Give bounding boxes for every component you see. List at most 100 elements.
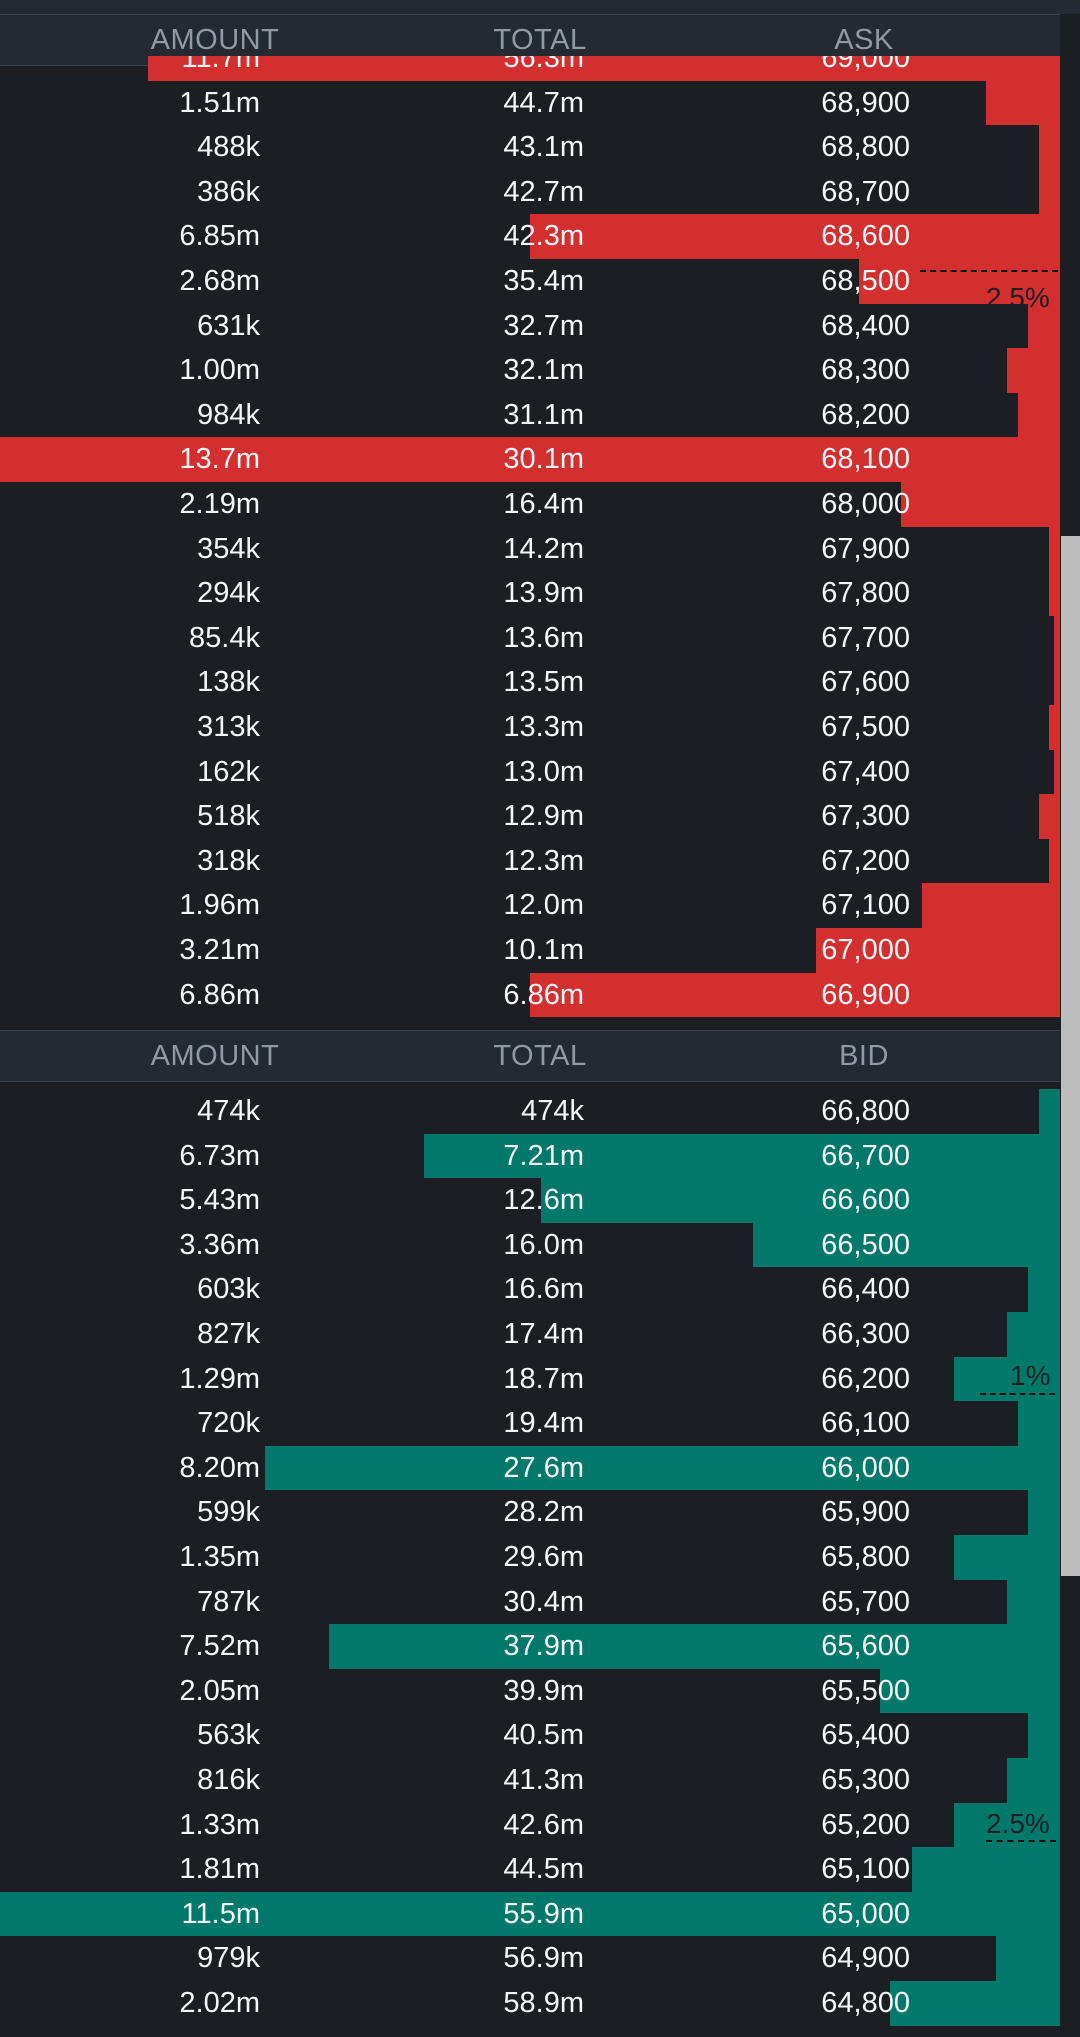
amount-cell: 8.20m — [179, 1451, 260, 1484]
bid-row[interactable]: 563k 40.5m 65,400 — [0, 1713, 1060, 1758]
ask-row[interactable]: 294k 13.9m 67,800 — [0, 571, 1060, 616]
ask-row[interactable]: 488k 43.1m 68,800 — [0, 125, 1060, 170]
ask-depth-bar — [148, 56, 1060, 81]
amount-cell: 386k — [197, 175, 260, 208]
price-cell: 67,200 — [821, 844, 910, 877]
bid-row[interactable]: 1.81m 44.5m 65,100 — [0, 1847, 1060, 1892]
total-cell: 13.9m — [503, 577, 584, 610]
bid-row[interactable]: 474k 474k 66,800 — [0, 1089, 1060, 1134]
bids-total-header: TOTAL — [493, 1040, 587, 1072]
total-cell: 42.3m — [503, 220, 584, 253]
ask-row[interactable]: 631k 32.7m 68,400 — [0, 303, 1060, 349]
amount-cell: 1.35m — [179, 1541, 260, 1573]
amount-cell: 1.00m — [179, 354, 260, 387]
bid-depth-bar — [265, 1445, 1060, 1491]
price-cell: 64,800 — [821, 1987, 910, 2019]
amount-cell: 6.86m — [179, 978, 260, 1011]
bid-row[interactable]: 5.43m 12.6m 66,600 — [0, 1178, 1060, 1223]
price-cell: 68,300 — [821, 354, 910, 387]
ask-depth-bar — [986, 80, 1060, 126]
ask-depth-bar — [901, 482, 1060, 527]
bid-row[interactable]: 827k 17.4m 66,300 — [0, 1312, 1060, 1357]
bid-row[interactable]: 6.73m 7.21m 66,700 — [0, 1133, 1060, 1179]
bid-row[interactable]: 603k 16.6m 66,400 — [0, 1267, 1060, 1312]
ask-row[interactable]: 11.7m 56.3m 69,000 — [0, 56, 1060, 81]
bid-row[interactable]: 2.05m 39.9m 65,500 — [0, 1668, 1060, 1714]
scrollbar-thumb[interactable] — [1061, 536, 1080, 1576]
bid-depth-bar — [424, 1133, 1060, 1179]
ask-row[interactable]: 318k 12.3m 67,200 — [0, 838, 1060, 884]
bid-order-book[interactable]: 474k 474k 66,800 6.73m 7.21m 66,700 5.43m 12.6m… — [0, 1087, 1060, 2037]
price-cell: 66,100 — [821, 1407, 910, 1440]
bid-row[interactable]: 7.52m 37.9m 65,600 — [0, 1624, 1060, 1669]
ask-row[interactable]: 2.68m 35.4m 68,500 — [0, 259, 1060, 304]
ask-row[interactable]: 518k 12.9m 67,300 — [0, 794, 1060, 839]
bids-amount-header: AMOUNT — [150, 1040, 280, 1072]
ask-row[interactable]: 3.21m 10.1m 67,000 — [0, 928, 1060, 973]
bid-row[interactable]: 1.33m 42.6m 65,200 — [0, 1802, 1060, 1848]
amount-cell: 787k — [197, 1585, 260, 1618]
amount-cell: 1.33m — [179, 1808, 260, 1841]
bid-depth-bar — [541, 1178, 1060, 1223]
amount-cell: 313k — [197, 711, 260, 743]
ask-order-book[interactable]: 11.7m 56.3m 69,000 1.51m 44.7m 68,900 488k 43.1… — [0, 56, 1060, 1030]
total-cell: 19.4m — [503, 1407, 584, 1440]
bid-row[interactable]: 1.29m 18.7m 66,200 — [0, 1356, 1060, 1402]
ask-row[interactable]: 13.7m 30.1m 68,100 — [0, 437, 1060, 482]
total-cell: 39.9m — [503, 1674, 584, 1707]
total-cell: 41.3m — [503, 1764, 584, 1796]
amount-cell: 631k — [197, 309, 260, 342]
bids-price-header: BID — [839, 1040, 889, 1072]
price-cell: 67,400 — [821, 755, 910, 788]
amount-cell: 1.81m — [179, 1853, 260, 1886]
price-cell: 67,100 — [821, 889, 910, 922]
ask-row[interactable]: 6.86m 6.86m 66,900 — [0, 972, 1060, 1018]
bids-column-header: AMOUNT TOTAL BID — [0, 1030, 1080, 1082]
bid-row[interactable]: 3.36m 16.0m 66,500 — [0, 1222, 1060, 1268]
amount-cell: 11.7m — [181, 56, 260, 74]
bid-row[interactable]: 720k 19.4m 66,100 — [0, 1401, 1060, 1446]
amount-cell: 603k — [197, 1273, 260, 1306]
amount-cell: 979k — [197, 1942, 260, 1975]
total-cell: 16.4m — [503, 488, 584, 520]
bid-depth-bar — [1007, 1312, 1060, 1357]
total-cell: 30.4m — [503, 1585, 584, 1618]
bid-row[interactable]: 11.5m 55.9m 65,000 — [0, 1891, 1060, 1937]
price-cell: 65,400 — [821, 1719, 910, 1752]
bid-row[interactable]: 787k 30.4m 65,700 — [0, 1579, 1060, 1625]
price-cell: 65,000 — [821, 1897, 910, 1930]
amount-cell: 2.68m — [179, 265, 260, 297]
bid-row[interactable]: 816k 41.3m 65,300 — [0, 1758, 1060, 1803]
total-cell: 32.1m — [503, 354, 584, 387]
ask-row[interactable]: 354k 14.2m 67,900 — [0, 526, 1060, 572]
ask-row[interactable]: 6.85m 42.3m 68,600 — [0, 214, 1060, 259]
ask-row[interactable]: 138k 13.5m 67,600 — [0, 660, 1060, 705]
total-cell: 17.4m — [503, 1318, 584, 1350]
bid-row[interactable]: 1.35m 29.6m 65,800 — [0, 1535, 1060, 1580]
ask-row[interactable]: 1.00m 32.1m 68,300 — [0, 348, 1060, 393]
ask-row[interactable]: 984k 31.1m 68,200 — [0, 392, 1060, 438]
price-cell: 66,600 — [821, 1184, 910, 1217]
ask-row[interactable]: 1.51m 44.7m 68,900 — [0, 80, 1060, 126]
amount-cell: 294k — [197, 577, 260, 610]
ask-depth-bar — [1054, 615, 1060, 661]
amount-cell: 1.29m — [179, 1362, 260, 1395]
ask-row[interactable]: 1.96m 12.0m 67,100 — [0, 883, 1060, 928]
total-cell: 42.6m — [503, 1808, 584, 1841]
ask-row[interactable]: 386k 42.7m 68,700 — [0, 169, 1060, 215]
bid-depth-bar — [1028, 1713, 1060, 1758]
bid-row[interactable]: 8.20m 27.6m 66,000 — [0, 1445, 1060, 1491]
ask-row[interactable]: 162k 13.0m 67,400 — [0, 749, 1060, 795]
ask-row[interactable]: 313k 13.3m 67,500 — [0, 705, 1060, 750]
amount-cell: 1.96m — [179, 889, 260, 922]
ask-row[interactable]: 2.19m 16.4m 68,000 — [0, 482, 1060, 527]
bid-depth-bar — [954, 1535, 1060, 1580]
bid-row[interactable]: 2.02m 58.9m 64,800 — [0, 1981, 1060, 2026]
total-cell: 44.5m — [503, 1853, 584, 1886]
bid-row[interactable]: 599k 28.2m 65,900 — [0, 1490, 1060, 1535]
amount-cell: 1.51m — [179, 86, 260, 119]
ask-row[interactable]: 85.4k 13.6m 67,700 — [0, 615, 1060, 661]
bid-row[interactable]: 979k 56.9m 64,900 — [0, 1936, 1060, 1981]
bid-2-5-percent-marker-label: 2.5% — [986, 1808, 1050, 1839]
ask-depth-bar — [1049, 838, 1060, 884]
